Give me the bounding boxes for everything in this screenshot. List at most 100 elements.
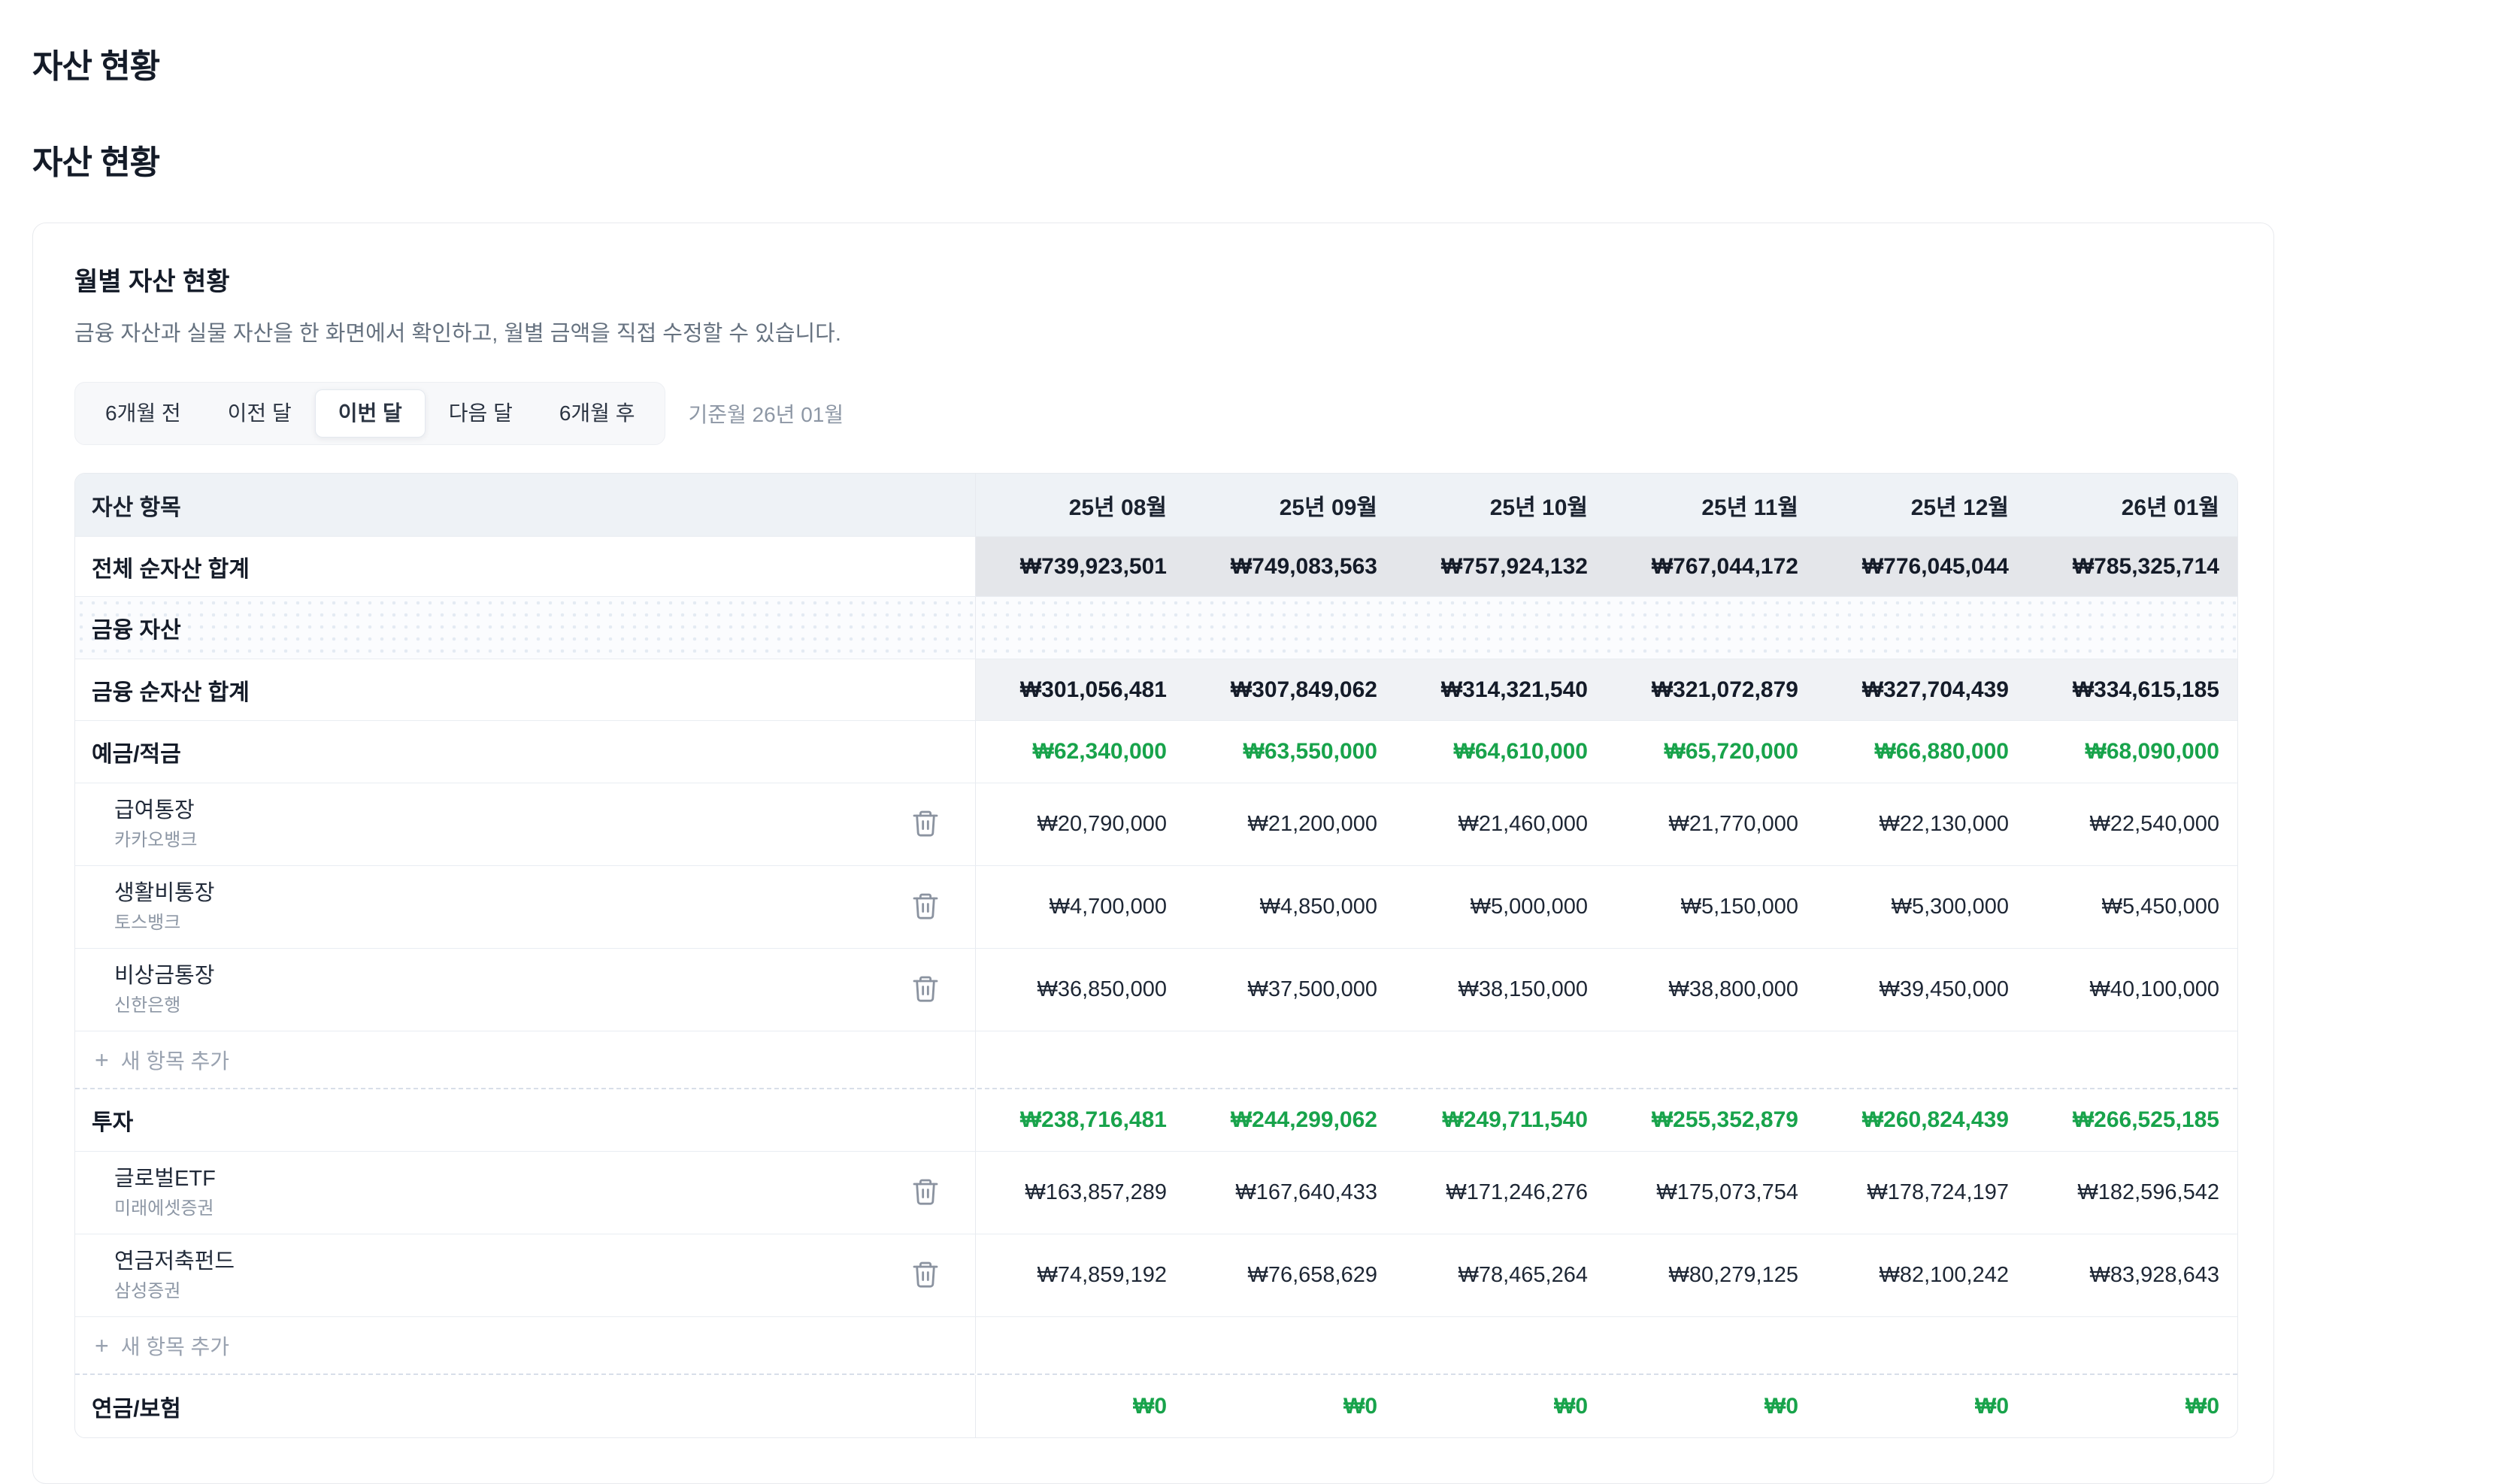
amount-cell[interactable]: ₩36,850,000 [1037, 977, 1167, 1001]
asset-label-cell: 연금/보험 [75, 1375, 976, 1437]
table-row-category: 예금/적금 ₩62,340,000 ₩63,550,000 ₩64,610,000 ₩6… [75, 721, 2237, 783]
asset-label-cell: 글로벌ETF 미래에셋증권 [75, 1152, 976, 1234]
amount-cell[interactable]: ₩5,000,000 [1470, 895, 1588, 919]
nav-6months-back-button[interactable]: 6개월 전 [82, 389, 204, 438]
amount-cell [1186, 1317, 1397, 1373]
nav-this-month-button[interactable]: 이번 달 [314, 389, 426, 438]
month-nav-button-group: 6개월 전 이전 달 이번 달 다음 달 6개월 후 [74, 382, 666, 445]
month-column-header: 25년 11월 [1701, 495, 1798, 520]
asset-item-institution: 토스뱅크 [114, 912, 181, 933]
amount-cell: ₩314,321,540 [1397, 659, 1607, 720]
amount-cell[interactable]: ₩244,299,062 [1230, 1107, 1377, 1132]
amount-cell [976, 1317, 1186, 1373]
delete-item-button[interactable] [906, 803, 945, 846]
amount-cell[interactable]: ₩80,279,125 [1668, 1263, 1798, 1287]
amount-cell[interactable]: ₩22,130,000 [1879, 812, 2009, 836]
asset-item-texts: 비상금통장 신한은행 [92, 962, 214, 1016]
asset-label-cell: 생활비통장 토스뱅크 [75, 866, 976, 948]
amount-cell [1186, 597, 1397, 659]
nav-next-month-button[interactable]: 다음 달 [426, 389, 536, 438]
amount-cell[interactable]: ₩0 [1133, 1393, 1167, 1419]
amount-cell[interactable]: ₩21,200,000 [1247, 812, 1377, 836]
trash-icon [910, 1176, 941, 1210]
nav-6months-forward-button[interactable]: 6개월 후 [536, 389, 659, 438]
trash-icon [910, 1258, 941, 1292]
asset-label-cell: 전체 순자산 합계 [75, 537, 976, 596]
delete-item-button[interactable] [906, 1254, 945, 1297]
card-description: 금융 자산과 실물 자산을 한 화면에서 확인하고, 월별 금액을 직접 수정할… [74, 322, 841, 346]
amount-cell[interactable]: ₩260,824,439 [1861, 1107, 2009, 1132]
amount-cell[interactable]: ₩167,640,433 [1235, 1180, 1377, 1204]
amount-cell[interactable]: ₩4,850,000 [1259, 895, 1377, 919]
amount-cell[interactable]: ₩5,150,000 [1680, 895, 1798, 919]
amount-cell[interactable]: ₩68,090,000 [2085, 739, 2219, 764]
amount-cell[interactable]: ₩0 [2185, 1393, 2219, 1419]
trash-icon [910, 973, 941, 1007]
trash-icon [910, 807, 941, 841]
amount-cell[interactable]: ₩0 [1764, 1393, 1798, 1419]
amount-cell: ₩767,044,172 [1607, 537, 1818, 596]
amount-cell[interactable]: ₩78,465,264 [1458, 1263, 1588, 1287]
amount-cell[interactable]: ₩74,859,192 [1037, 1263, 1167, 1287]
amount-cell[interactable]: ₩5,450,000 [2101, 895, 2219, 919]
amount-cell[interactable]: ₩249,711,540 [1442, 1107, 1589, 1132]
amount-cell[interactable]: ₩63,550,000 [1243, 739, 1377, 764]
amount-cell[interactable]: ₩255,352,879 [1651, 1107, 1798, 1132]
amount-cell[interactable]: ₩0 [1975, 1393, 2009, 1419]
month-controls: 6개월 전 이전 달 이번 달 다음 달 6개월 후 기준월 26년 01월 [74, 382, 2236, 445]
add-item-row[interactable]: + 새 항목 추가 [75, 1317, 2237, 1375]
add-item-row[interactable]: + 새 항목 추가 [75, 1031, 2237, 1089]
amount-cell[interactable]: ₩62,340,000 [1032, 739, 1167, 764]
add-item-label: 새 항목 추가 [120, 1049, 230, 1073]
amount-cell[interactable]: ₩64,610,000 [1453, 739, 1588, 764]
table-row-category: 투자 ₩238,716,481 ₩244,299,062 ₩249,711,540 ₩2… [75, 1089, 2237, 1152]
table-header-row: 자산 항목 25년 08월 25년 09월 25년 10월 25년 11월 25년 12… [75, 474, 2237, 537]
amount-cell: ₩776,045,044 [1818, 537, 2028, 596]
amount-cell[interactable]: ₩175,073,754 [1656, 1180, 1798, 1204]
amount-cell[interactable]: ₩82,100,242 [1879, 1263, 2009, 1287]
delete-item-button[interactable] [906, 1171, 945, 1214]
amount-cell [2028, 597, 2237, 659]
table-row-item: 연금저축펀드 삼성증권 ₩74,859,192 ₩76,658,629 ₩78,465,… [75, 1234, 2237, 1317]
plus-icon: + [95, 1046, 109, 1074]
delete-item-button[interactable] [906, 968, 945, 1011]
amount-cell[interactable]: ₩266,525,185 [2072, 1107, 2219, 1132]
amount-cell[interactable]: ₩37,500,000 [1247, 977, 1377, 1001]
amount-cell [2028, 1031, 2237, 1088]
table-row-item: 급여통장 카카오뱅크 ₩20,790,000 ₩21,200,000 ₩21,460,0… [75, 783, 2237, 866]
amount-cell[interactable]: ₩83,928,643 [2089, 1263, 2219, 1287]
plus-icon: + [95, 1331, 109, 1359]
asset-label-cell: 급여통장 카카오뱅크 [75, 783, 976, 865]
amount-cell[interactable]: ₩20,790,000 [1037, 812, 1167, 836]
amount-cell[interactable]: ₩39,450,000 [1879, 977, 2009, 1001]
amount-cell [1397, 1317, 1607, 1373]
amount-cell[interactable]: ₩66,880,000 [1874, 739, 2009, 764]
amount-cell[interactable]: ₩178,724,197 [1867, 1180, 2009, 1204]
amount-cell[interactable]: ₩21,460,000 [1458, 812, 1588, 836]
table-row-category: 연금/보험 ₩0 ₩0 ₩0 ₩0 ₩0 ₩0 [75, 1375, 2237, 1437]
assets-table: 자산 항목 25년 08월 25년 09월 25년 10월 25년 11월 25년 12… [74, 473, 2238, 1438]
amount-cell[interactable]: ₩0 [1343, 1393, 1377, 1419]
add-item-label: 새 항목 추가 [120, 1334, 230, 1358]
asset-label-cell: 예금/적금 [75, 721, 976, 783]
amount-cell[interactable]: ₩65,720,000 [1664, 739, 1798, 764]
amount-cell[interactable]: ₩76,658,629 [1247, 1263, 1377, 1287]
amount-cell[interactable]: ₩22,540,000 [2089, 812, 2219, 836]
amount-cell[interactable]: ₩38,150,000 [1458, 977, 1588, 1001]
amount-cell[interactable]: ₩182,596,542 [2077, 1180, 2219, 1204]
amount-cell[interactable]: ₩0 [1554, 1393, 1588, 1419]
asset-item-institution: 삼성증권 [114, 1280, 181, 1301]
amount-cell[interactable]: ₩163,857,289 [1025, 1180, 1167, 1204]
amount-cell[interactable]: ₩171,246,276 [1446, 1180, 1588, 1204]
amount-cell[interactable]: ₩40,100,000 [2089, 977, 2219, 1001]
amount-cell[interactable]: ₩21,770,000 [1668, 812, 1798, 836]
amount-cell[interactable]: ₩238,716,481 [1019, 1107, 1167, 1132]
amount-cell[interactable]: ₩4,700,000 [1049, 895, 1167, 919]
delete-item-button[interactable] [906, 886, 945, 928]
amount-cell [1186, 1031, 1397, 1088]
amount-cell[interactable]: ₩38,800,000 [1668, 977, 1798, 1001]
amount-cell: ₩785,325,714 [2028, 537, 2237, 596]
amount-cell[interactable]: ₩5,300,000 [1891, 895, 2009, 919]
nav-prev-month-button[interactable]: 이전 달 [204, 389, 315, 438]
page-title: 자산 현황 [32, 48, 160, 85]
